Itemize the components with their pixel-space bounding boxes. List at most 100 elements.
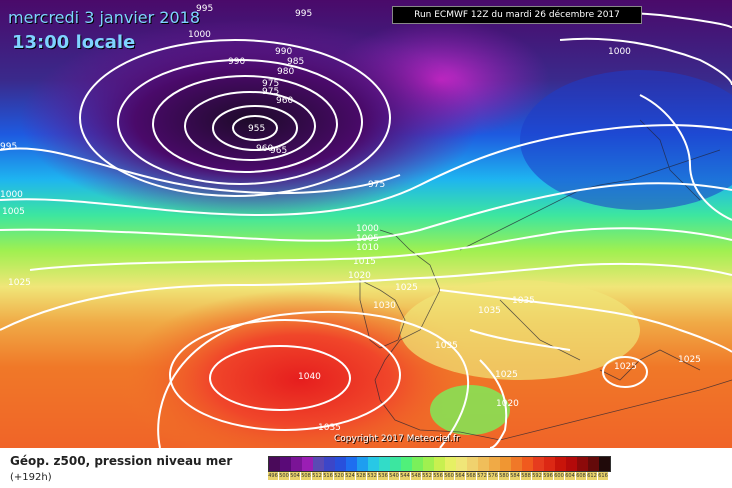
- pressure-label: 965: [270, 146, 287, 156]
- color-scale: [268, 456, 611, 472]
- color-scale-value: 564: [455, 472, 466, 480]
- color-scale-value: 516: [323, 472, 334, 480]
- color-swatch: [269, 457, 280, 471]
- color-scale-value: 528: [356, 472, 367, 480]
- map-svg: 995 995 1000 990 985 990 975 980 975 960…: [0, 0, 732, 448]
- color-swatch: [588, 457, 599, 471]
- pressure-label: 1005: [2, 207, 25, 217]
- pressure-label: 1020: [496, 399, 519, 409]
- color-scale-value: 576: [488, 472, 499, 480]
- pressure-label: 1040: [298, 372, 321, 382]
- color-scale-labels: 496 500 504 508 512 516 520 524 528 532 536 540 544 5…: [268, 472, 609, 480]
- ridge-yellow: [400, 280, 640, 380]
- pressure-label: 1000: [188, 30, 211, 40]
- pressure-label: 1030: [373, 301, 396, 311]
- color-scale-value: 600: [554, 472, 565, 480]
- product-title: Géop. z500, pression niveau mer: [10, 454, 233, 468]
- color-scale-value: 584: [510, 472, 521, 480]
- pressure-label: 955: [248, 124, 265, 134]
- color-swatch: [335, 457, 346, 471]
- color-swatch: [313, 457, 324, 471]
- color-scale-value: 604: [565, 472, 576, 480]
- color-scale-value: 512: [312, 472, 323, 480]
- color-swatch: [412, 457, 423, 471]
- color-scale-value: 588: [521, 472, 532, 480]
- isobar-labels: 995 995 1000 990 985 990 975 980 975 960…: [0, 4, 701, 433]
- pressure-label: 1000: [356, 224, 379, 234]
- color-swatch: [500, 457, 511, 471]
- green-cutoff: [430, 385, 510, 435]
- color-swatch: [368, 457, 379, 471]
- color-scale-value: 504: [290, 472, 301, 480]
- color-swatch: [291, 457, 302, 471]
- color-scale-value: 500: [279, 472, 290, 480]
- color-swatch: [566, 457, 577, 471]
- pressure-label: 960: [256, 144, 273, 154]
- low-pressure-area: [20, 20, 480, 220]
- color-scale-value: 520: [334, 472, 345, 480]
- pressure-label: 1005: [356, 234, 379, 244]
- color-scale-value: 532: [367, 472, 378, 480]
- pressure-label: 1015: [353, 257, 376, 267]
- color-swatch: [280, 457, 291, 471]
- color-scale-value: 536: [378, 472, 389, 480]
- color-scale-value: 552: [422, 472, 433, 480]
- copyright: Copyright 2017 Meteociel.fr: [334, 434, 460, 444]
- color-scale-value: 556: [433, 472, 444, 480]
- color-swatch: [445, 457, 456, 471]
- color-scale-value: 540: [389, 472, 400, 480]
- color-swatch: [533, 457, 544, 471]
- pressure-label: 1010: [356, 243, 379, 253]
- color-swatch: [434, 457, 445, 471]
- pressure-label: 1000: [0, 190, 23, 200]
- high-pressure-area: [120, 290, 480, 448]
- color-swatch: [401, 457, 412, 471]
- color-swatch: [357, 457, 368, 471]
- color-scale-value: 548: [411, 472, 422, 480]
- color-swatch: [599, 457, 610, 471]
- pressure-label: 1025: [8, 278, 31, 288]
- pressure-label: 975: [368, 180, 385, 190]
- weather-map: 995 995 1000 990 985 990 975 980 975 960…: [0, 0, 732, 448]
- pressure-label: 995: [0, 142, 17, 152]
- coastlines: [359, 119, 732, 441]
- color-scale-value: 496: [268, 472, 279, 480]
- color-swatch: [467, 457, 478, 471]
- pressure-label: 980: [277, 67, 294, 77]
- pressure-label: 1025: [678, 355, 701, 365]
- color-scale-value: 608: [576, 472, 587, 480]
- model-run-label: Run ECMWF 12Z du mardi 26 décembre 2017: [392, 6, 642, 24]
- color-swatch: [478, 457, 489, 471]
- color-scale-value: 524: [345, 472, 356, 480]
- color-scale-value: 616: [598, 472, 609, 480]
- color-swatch: [522, 457, 533, 471]
- color-scale-value: 508: [301, 472, 312, 480]
- color-scale-value: 592: [532, 472, 543, 480]
- color-scale-value: 580: [499, 472, 510, 480]
- color-swatch: [577, 457, 588, 471]
- east-trough: [520, 70, 732, 210]
- pressure-label: 1025: [495, 370, 518, 380]
- pressure-label: 1035: [318, 423, 341, 433]
- color-swatch: [324, 457, 335, 471]
- color-swatch: [346, 457, 357, 471]
- color-swatch: [302, 457, 313, 471]
- color-swatch: [511, 457, 522, 471]
- color-swatch: [390, 457, 401, 471]
- color-scale-value: 560: [444, 472, 455, 480]
- forecast-date: mercredi 3 janvier 2018: [8, 8, 201, 27]
- pressure-label: 990: [275, 47, 292, 57]
- color-swatch: [456, 457, 467, 471]
- color-scale-value: 596: [543, 472, 554, 480]
- pressure-label: 995: [295, 9, 312, 19]
- lead-time: (+192h): [10, 472, 52, 483]
- pressure-label: 985: [287, 57, 304, 67]
- color-swatch: [489, 457, 500, 471]
- map-footer: Géop. z500, pression niveau mer (+192h) …: [0, 448, 732, 488]
- pressure-label: 1025: [614, 362, 637, 372]
- color-swatch: [423, 457, 434, 471]
- pressure-label: 990: [228, 57, 245, 67]
- pressure-label: 1025: [395, 283, 418, 293]
- pressure-label: 1000: [608, 47, 631, 57]
- pressure-label: 960: [276, 96, 293, 106]
